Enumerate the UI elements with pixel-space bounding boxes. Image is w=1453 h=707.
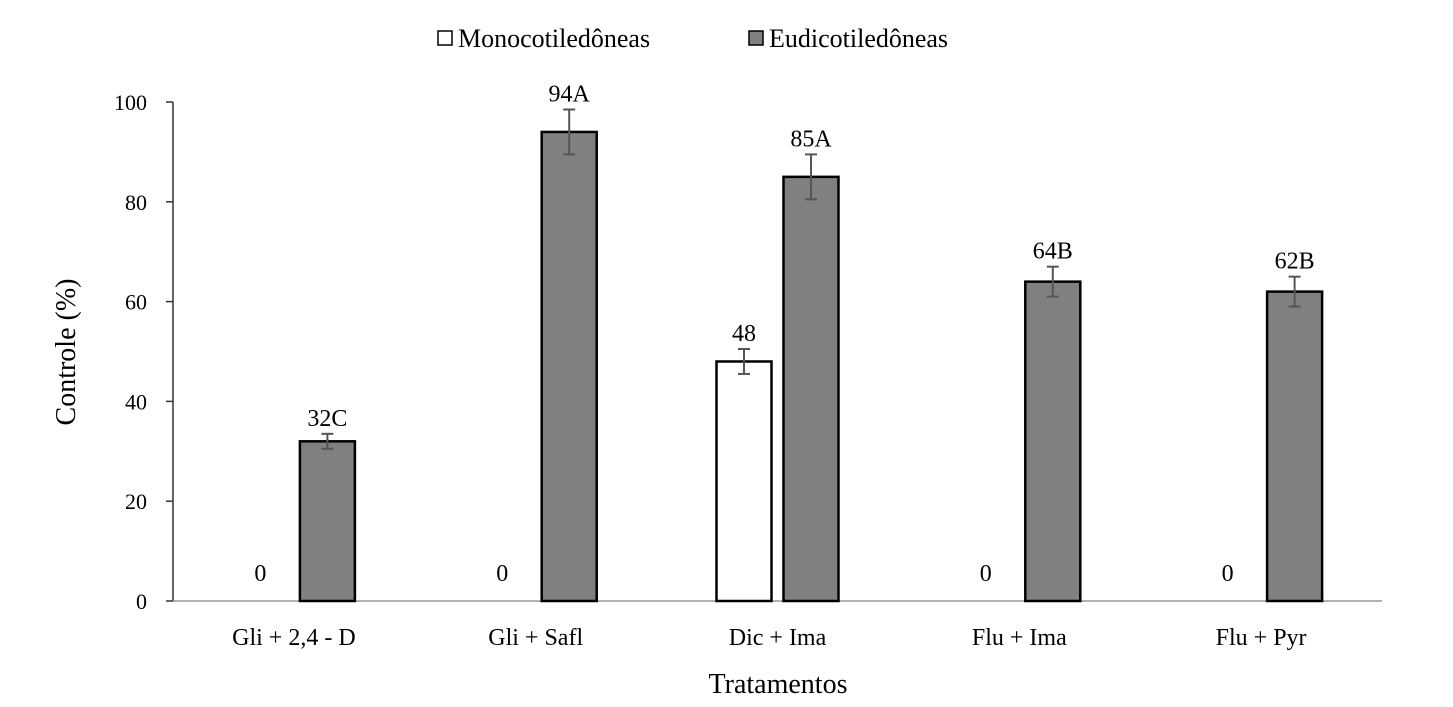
bar	[298, 440, 357, 603]
y-tick-label: 20	[125, 489, 147, 514]
bar	[1265, 290, 1324, 603]
data-label: 0	[254, 561, 266, 587]
y-tick-label: 0	[136, 589, 147, 614]
y-tick-label: 80	[125, 190, 147, 215]
bar	[782, 175, 840, 603]
bar	[1024, 280, 1082, 603]
x-tick-label: Flu + Pyr	[1216, 625, 1307, 651]
legend-label: Eudicotiledôneas	[769, 24, 948, 53]
data-label: 62B	[1275, 249, 1315, 275]
data-label: 64B	[1033, 239, 1073, 265]
x-tick-label: Flu + Ima	[972, 625, 1067, 651]
data-labels: 0 0 48 0 0 32C 94A 85A 64B 62B	[254, 81, 1314, 587]
data-label: 0	[1222, 561, 1234, 587]
y-tick-label: 40	[125, 389, 147, 414]
data-label: 48	[732, 321, 756, 347]
y-axis-title: Controle (%)	[51, 279, 82, 426]
y-tick-label: 100	[114, 90, 147, 115]
bar	[540, 130, 598, 603]
legend-swatch	[437, 30, 453, 46]
legend: Monocotiledôneas Eudicotiledôneas	[437, 24, 948, 53]
data-label: 32C	[307, 406, 347, 432]
data-label: 0	[980, 561, 992, 587]
x-axis-title: Tratamentos	[709, 669, 848, 700]
axes: 0 20 40 60 80 100 Gli + 2,4 - D Gli + Safl Dic +…	[114, 90, 1382, 651]
data-label: 94A	[549, 81, 591, 107]
legend-swatch	[748, 30, 764, 46]
legend-label: Monocotiledôneas	[458, 24, 650, 53]
x-tick-label: Gli + 2,4 - D	[232, 625, 356, 651]
x-tick-label: Dic + Ima	[729, 625, 827, 651]
x-tick-label: Gli + Safl	[488, 625, 583, 651]
bar	[715, 360, 773, 603]
data-label: 85A	[790, 126, 832, 152]
y-tick-label: 60	[125, 290, 147, 315]
bars	[298, 108, 1324, 603]
data-label: 0	[496, 561, 508, 587]
